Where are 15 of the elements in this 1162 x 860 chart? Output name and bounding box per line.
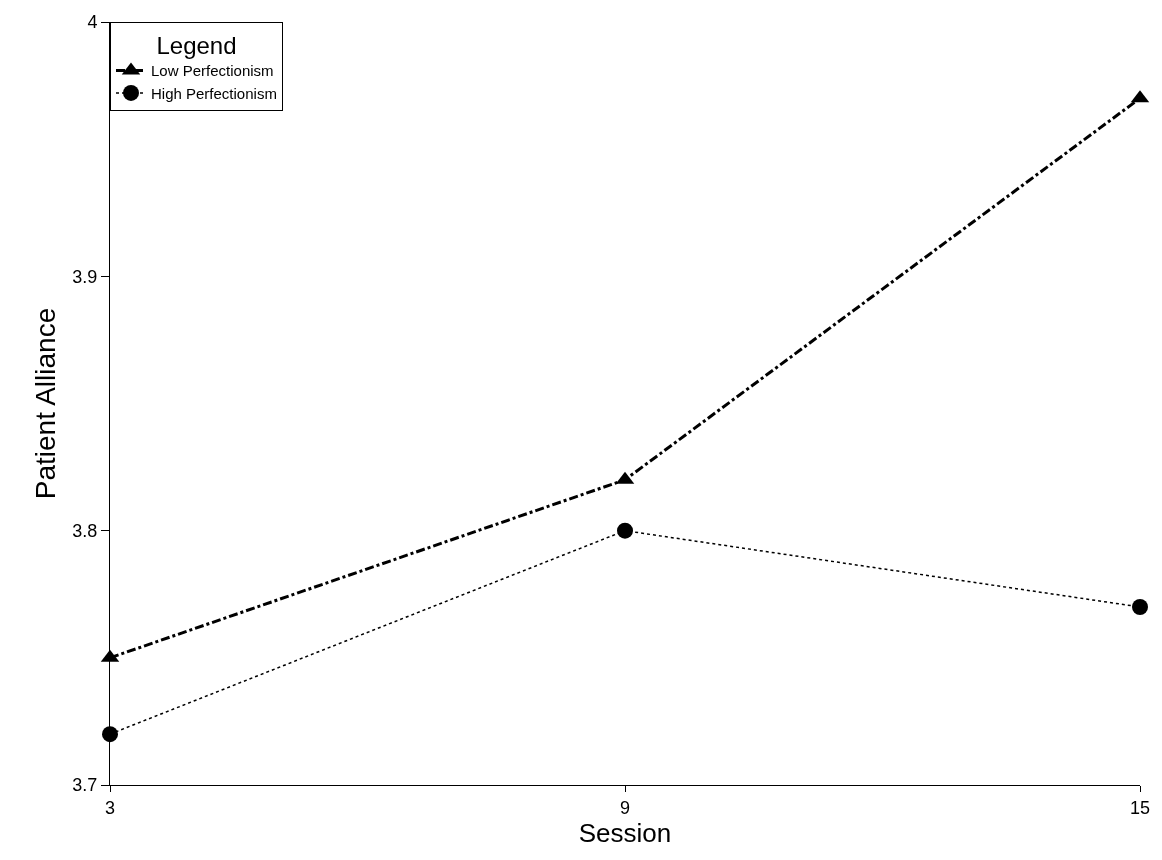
point: [617, 522, 633, 539]
x-tick-label: 9: [619, 797, 631, 818]
legend-label: High Perfectionism: [151, 84, 277, 102]
y-tick-label: 3.7: [72, 775, 98, 796]
y-tick-label: 3.8: [72, 520, 98, 541]
legend-title: Legend: [156, 32, 237, 60]
x-tick-label: 15: [1129, 797, 1151, 818]
y-axis-title: Patient Alliance: [30, 307, 62, 500]
point: [1132, 598, 1148, 615]
point: [102, 726, 118, 743]
y-tick-label: 3.9: [72, 266, 98, 287]
x-axis-title: Session: [578, 817, 672, 848]
y-tick-label: 4: [87, 12, 98, 33]
legend-label: Low Perfectionism: [151, 62, 274, 80]
x-tick-label: 3: [104, 797, 116, 818]
